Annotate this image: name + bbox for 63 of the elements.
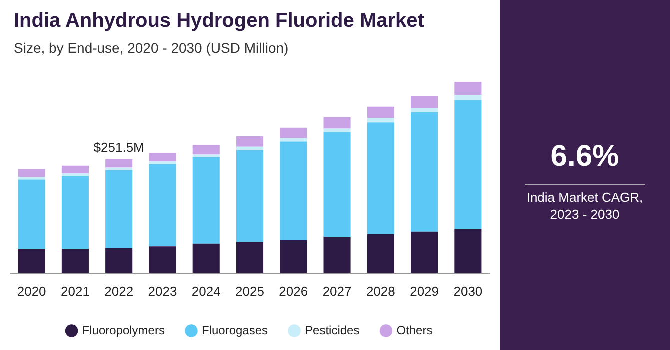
bar <box>367 234 394 274</box>
legend-label: Pesticides <box>305 323 360 338</box>
bar <box>62 249 89 274</box>
bar <box>62 176 89 250</box>
x-tick-label: 2020 <box>17 284 46 299</box>
bar <box>236 150 264 242</box>
bar <box>149 162 176 164</box>
bar <box>324 132 351 238</box>
x-tick-label: 2024 <box>192 284 221 299</box>
bar <box>149 164 176 247</box>
x-tick-label: 2030 <box>454 284 483 299</box>
chart-subtitle: Size, by End-use, 2020 - 2030 (USD Million) <box>14 40 289 56</box>
bar <box>106 159 133 168</box>
bar <box>149 246 176 274</box>
bar <box>192 244 220 274</box>
bar <box>280 240 308 274</box>
legend-label: Others <box>396 323 433 338</box>
bar <box>454 95 482 100</box>
bar <box>62 174 89 176</box>
legend-label: Fluoropolymers <box>82 323 165 338</box>
bar <box>18 249 46 274</box>
bar <box>411 108 438 112</box>
bar <box>411 232 438 274</box>
text: India Market CAGR, 2023 - 2030 <box>525 184 645 223</box>
bar <box>106 170 133 248</box>
bar <box>454 229 482 274</box>
bar <box>62 166 89 174</box>
chart-title: India Anhydrous Hydrogen Fluoride Market <box>14 10 424 33</box>
bar <box>280 142 308 240</box>
bar <box>192 154 220 158</box>
bar <box>367 106 394 118</box>
bar <box>367 118 394 123</box>
bar <box>454 82 482 96</box>
bar <box>324 128 351 132</box>
x-tick-label: 2022 <box>104 284 134 299</box>
bar <box>236 242 264 274</box>
bar <box>192 157 220 244</box>
bar <box>454 100 482 230</box>
x-tick-label: 2028 <box>366 284 396 299</box>
x-tick-label: 2023 <box>148 284 178 299</box>
bar <box>236 136 264 147</box>
bar <box>192 145 220 155</box>
bar <box>411 96 438 108</box>
bar <box>18 180 46 250</box>
x-tick-label: 2026 <box>279 284 308 299</box>
bar <box>106 168 133 170</box>
bar <box>324 117 351 129</box>
x-tick-label: 2027 <box>322 284 352 299</box>
legend-label: Fluorogases <box>202 323 268 338</box>
x-tick-label: 2029 <box>410 284 440 299</box>
text: 6.6% <box>550 140 620 174</box>
x-tick-label: 2025 <box>236 284 264 299</box>
bar <box>106 248 133 274</box>
bar <box>367 122 394 234</box>
bar <box>18 169 46 178</box>
bar <box>280 128 308 138</box>
annotation: $251.5M <box>94 140 144 156</box>
bar <box>18 177 46 180</box>
bar <box>236 146 264 150</box>
bar <box>149 153 176 162</box>
bar <box>411 112 438 232</box>
x-tick-label: 2021 <box>60 284 90 299</box>
bar <box>324 237 351 274</box>
